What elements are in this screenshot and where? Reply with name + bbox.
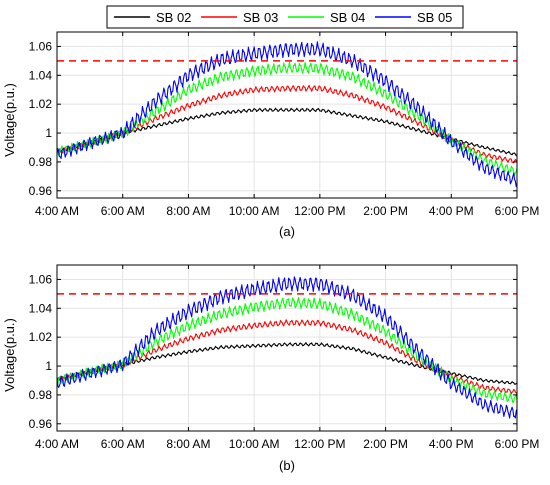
legend-item-sb02: SB 02	[114, 10, 191, 25]
series-line-sb04	[56, 296, 518, 404]
y-tick-label: 1.04	[29, 68, 53, 82]
legend-label-sb04: SB 04	[330, 10, 365, 25]
y-tick-label: 0.98	[29, 155, 53, 169]
axes-frame-b	[56, 264, 518, 432]
y-axis-label-a: Voltage(p.u.)	[2, 83, 17, 157]
y-tick-label: 0.98	[29, 388, 53, 402]
legend-box	[106, 5, 464, 29]
chart-panel-b: 4:00 AM 6:00 AM 8:00 AM 10:00 AM 12:00 PM 2:0…	[29, 264, 540, 451]
y-tick-label: 0.96	[29, 417, 53, 431]
x-tick-label: 12:00 PM	[294, 204, 345, 218]
legend-item-sb04: SB 04	[288, 10, 365, 25]
y-tick-label: 1	[45, 359, 52, 373]
axes-frame-a	[56, 31, 518, 199]
plot-area-b	[57, 265, 517, 431]
series-line-sb05	[56, 41, 518, 187]
y-tick-label: 1.06	[29, 272, 53, 286]
y-tick-label: 1.02	[29, 330, 53, 344]
x-tick-label: 10:00 AM	[229, 204, 280, 218]
x-tick-label: 4:00 AM	[35, 204, 79, 218]
legend-label-sb03: SB 03	[243, 10, 278, 25]
x-tick-label: 8:00 AM	[166, 204, 210, 218]
legend-label-sb05: SB 05	[417, 10, 452, 25]
x-tick-label: 4:00 PM	[429, 437, 474, 451]
x-tick-label: 4:00 AM	[35, 437, 79, 451]
x-tick-label: 2:00 PM	[363, 204, 408, 218]
series-line-sb05	[56, 276, 518, 419]
y-tick-label: 1.02	[29, 97, 53, 111]
x-tick-label: 2:00 PM	[363, 437, 408, 451]
y-tick-label: 1.04	[29, 301, 53, 315]
series-line-sb04	[56, 61, 518, 177]
x-tick-label: 6:00 AM	[101, 204, 145, 218]
x-tick-label: 6:00 AM	[101, 437, 145, 451]
plot-area-a	[57, 32, 517, 198]
x-tick-label: 4:00 PM	[429, 204, 474, 218]
y-tick-label: 0.96	[29, 184, 53, 198]
x-tick-label: 6:00 PM	[495, 204, 540, 218]
x-tick-label: 6:00 PM	[495, 437, 540, 451]
y-axis-label-b: Voltage(p.u.)	[2, 318, 17, 392]
legend: SB 02 SB 03 SB 04 SB 05	[106, 5, 464, 29]
legend-item-sb05: SB 05	[375, 10, 452, 25]
legend-label-sb02: SB 02	[156, 10, 191, 25]
y-tick-label: 1	[45, 126, 52, 140]
panel-label-a: (a)	[279, 224, 295, 239]
y-tick-label: 1.06	[29, 39, 53, 53]
legend-item-sb03: SB 03	[201, 10, 278, 25]
chart-panel-a: 4:00 AM 6:00 AM 8:00 AM 10:00 AM 12:00 PM 2:0…	[29, 31, 540, 218]
x-tick-label: 8:00 AM	[166, 437, 210, 451]
x-tick-label: 12:00 PM	[294, 437, 345, 451]
panel-label-b: (b)	[279, 458, 295, 473]
x-tick-label: 10:00 AM	[229, 437, 280, 451]
